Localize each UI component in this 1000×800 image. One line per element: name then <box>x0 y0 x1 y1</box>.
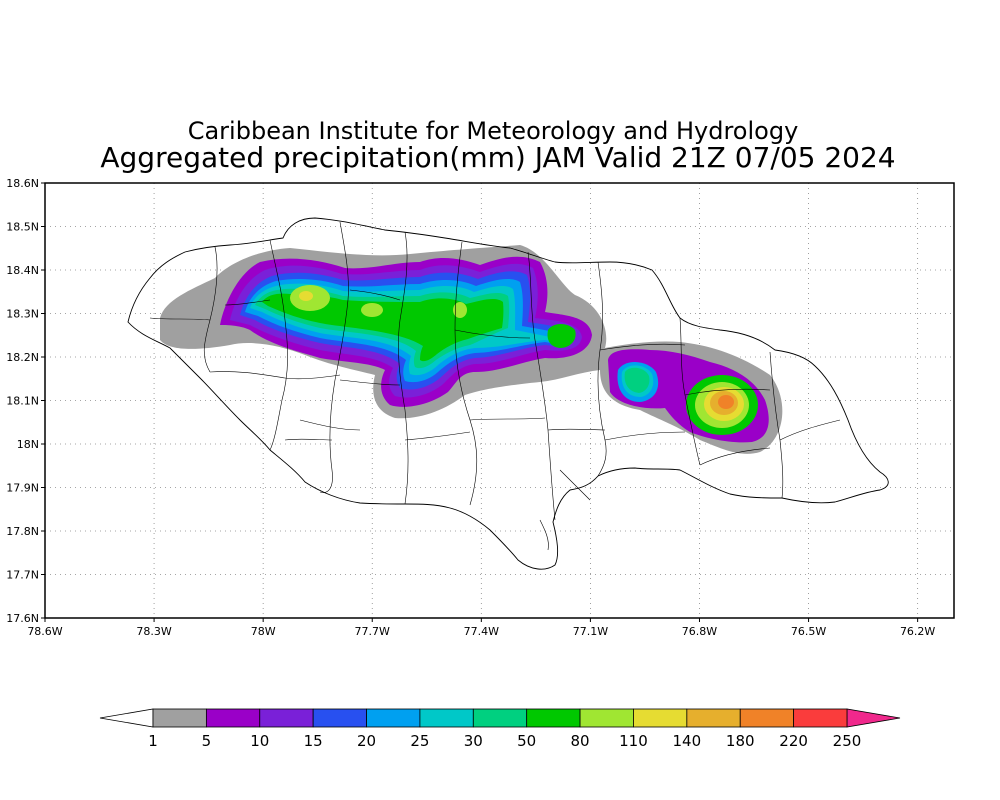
lat-tick-label: 18.1N <box>6 395 39 408</box>
colorbar-cell <box>312 708 367 728</box>
colorbar-label: 140 <box>673 732 702 750</box>
colorbar-label: 220 <box>779 732 808 750</box>
plot-area <box>44 182 955 619</box>
lat-tick-label: 18.4N <box>6 264 39 277</box>
lat-tick-label: 18.3N <box>6 308 39 321</box>
lat-tick-label: 17.9N <box>6 482 39 495</box>
colorbar-label: 180 <box>726 732 755 750</box>
lon-tick-label: 77.7W <box>355 625 390 638</box>
colorbar-label: 15 <box>304 732 323 750</box>
colorbar-cell <box>259 708 314 728</box>
lon-axis: 78.6W 78.3W 78W 77.7W 77.4W 77.1W 76.8W 76.5W 76… <box>27 618 935 638</box>
lat-tick-label: 18N <box>17 438 39 451</box>
colorbar-cell <box>739 708 795 728</box>
colorbar-cell <box>793 708 848 728</box>
lon-tick-label: 78.3W <box>136 625 171 638</box>
lat-tick-label: 18.6N <box>6 177 39 190</box>
colorbar-cell <box>633 708 688 728</box>
colorbar-label: 80 <box>571 732 590 750</box>
precip-east-cell-220 <box>718 395 734 409</box>
precip-level-50-east <box>547 324 576 348</box>
colorbar-cell <box>366 708 421 728</box>
colorbar-cell <box>152 708 207 728</box>
precip-level-80-c <box>453 302 467 318</box>
precip-level-110 <box>299 291 313 301</box>
colorbar-label: 250 <box>833 732 862 750</box>
colorbar-cell <box>205 708 261 728</box>
colorbar-label: 20 <box>357 732 376 750</box>
colorbar-cell <box>472 708 528 728</box>
colorbar: 1 5 10 15 20 25 30 50 80 110 140 180 220 250 <box>99 708 901 750</box>
lat-tick-label: 17.7N <box>6 569 39 582</box>
colorbar-label: 25 <box>410 732 429 750</box>
precip-level-80-b <box>361 303 383 317</box>
colorbar-low-arrow <box>99 708 154 728</box>
lon-tick-label: 78W <box>251 625 276 638</box>
colorbar-label: 1 <box>148 732 158 750</box>
lat-tick-label: 17.6N <box>6 612 39 625</box>
colorbar-cell <box>526 708 581 728</box>
lat-tick-label: 18.5N <box>6 221 39 234</box>
colorbar-high-arrow <box>846 708 901 728</box>
lat-tick-label: 17.8N <box>6 525 39 538</box>
colorbar-cell <box>579 708 634 728</box>
precip-field <box>160 245 783 454</box>
colorbar-label: 50 <box>517 732 536 750</box>
colorbar-label: 10 <box>250 732 269 750</box>
colorbar-cell <box>686 708 741 728</box>
jamaica-coastline <box>127 217 889 570</box>
lon-tick-label: 77.4W <box>464 625 499 638</box>
precip-level-50 <box>262 293 504 362</box>
coastline <box>127 217 889 570</box>
precip-level-30-east-small <box>624 367 650 393</box>
lon-tick-label: 76.5W <box>791 625 826 638</box>
lon-tick-label: 78.6W <box>27 625 62 638</box>
colorbar-cell <box>419 708 474 728</box>
lat-tick-label: 18.2N <box>6 351 39 364</box>
colorbar-label: 110 <box>619 732 648 750</box>
colorbar-label: 30 <box>464 732 483 750</box>
colorbar-label: 5 <box>202 732 212 750</box>
lon-tick-label: 76.8W <box>682 625 717 638</box>
lon-tick-label: 77.1W <box>573 625 608 638</box>
title-line1: Caribbean Institute for Meteorology and … <box>188 117 799 145</box>
lon-tick-label: 76.2W <box>900 625 935 638</box>
parish-boundaries <box>149 221 841 551</box>
lat-axis: 18.6N 18.5N 18.4N 18.3N 18.2N 18.1N 18N 17.9N 17… <box>6 177 45 625</box>
title-line2: Aggregated precipitation(mm) JAM Valid 2… <box>100 141 895 174</box>
